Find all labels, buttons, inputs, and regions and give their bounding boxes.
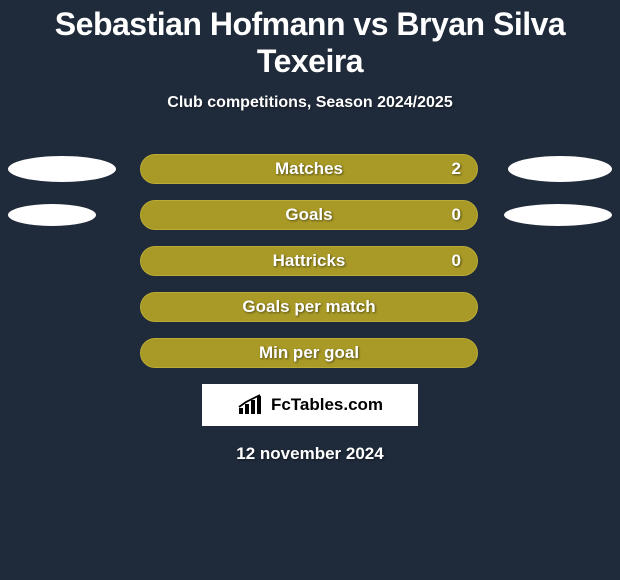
subtitle: Club competitions, Season 2024/2025 [0, 94, 620, 112]
stat-value: 0 [452, 205, 461, 225]
stat-row: Hattricks 0 [0, 246, 620, 276]
stat-bar: Matches 2 [140, 154, 478, 184]
left-ellipse [8, 156, 116, 182]
stat-rows: Matches 2 Goals 0 Hattricks 0 Goals per match M… [0, 154, 620, 368]
logo-box: FcTables.com [202, 384, 418, 426]
stat-value: 2 [452, 159, 461, 179]
stat-bar: Hattricks 0 [140, 246, 478, 276]
date-label: 12 november 2024 [0, 444, 620, 464]
stat-row: Goals 0 [0, 200, 620, 230]
stat-label: Goals per match [242, 297, 375, 317]
logo-text: FcTables.com [271, 395, 383, 415]
stat-row: Min per goal [0, 338, 620, 368]
right-ellipse [508, 156, 612, 182]
page-title: Sebastian Hofmann vs Bryan Silva Texeira [0, 0, 620, 80]
stat-row: Matches 2 [0, 154, 620, 184]
stat-bar: Goals 0 [140, 200, 478, 230]
stat-value: 0 [452, 251, 461, 271]
stat-label: Hattricks [273, 251, 346, 271]
stat-row: Goals per match [0, 292, 620, 322]
stat-bar: Min per goal [140, 338, 478, 368]
right-ellipse [504, 204, 612, 226]
stat-label: Matches [275, 159, 343, 179]
comparison-infographic: Sebastian Hofmann vs Bryan Silva Texeira… [0, 0, 620, 580]
logo-chart-icon [237, 394, 265, 416]
stat-bar: Goals per match [140, 292, 478, 322]
stat-label: Goals [285, 205, 332, 225]
left-ellipse [8, 204, 96, 226]
stat-label: Min per goal [259, 343, 359, 363]
